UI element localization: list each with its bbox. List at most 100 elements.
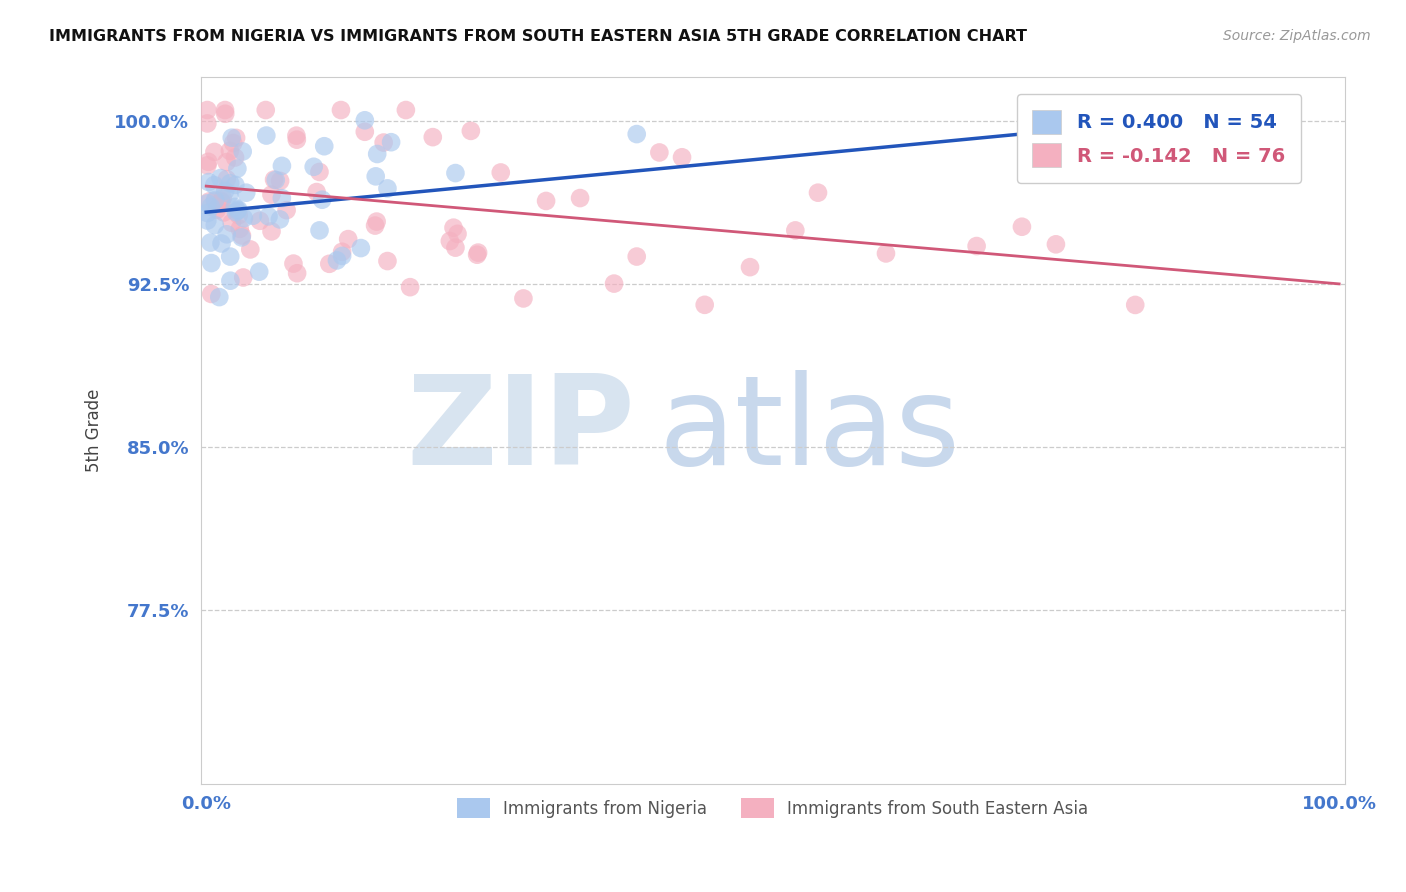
Point: [318, 257, 340, 271]
Point: [254, 128, 277, 143]
Point: [211, 236, 233, 251]
Point: [195, 103, 218, 117]
Point: [305, 185, 328, 199]
Text: ZIP: ZIP: [406, 370, 636, 491]
Point: [247, 265, 270, 279]
Point: [373, 136, 395, 150]
Point: [198, 194, 221, 209]
Point: [285, 128, 308, 143]
Point: [225, 205, 247, 219]
Point: [399, 280, 422, 294]
Point: [444, 166, 467, 180]
Legend: Immigrants from Nigeria, Immigrants from South Eastern Asia: Immigrants from Nigeria, Immigrants from…: [450, 791, 1095, 825]
Point: [232, 145, 254, 159]
Point: [231, 228, 253, 243]
Point: [195, 116, 218, 130]
Point: [219, 176, 242, 190]
Point: [204, 218, 226, 232]
Point: [214, 184, 236, 198]
Point: [626, 127, 648, 141]
Point: [197, 154, 219, 169]
Point: [232, 211, 254, 226]
Point: [205, 202, 228, 217]
Point: [569, 191, 592, 205]
Point: [364, 219, 387, 233]
Point: [204, 194, 226, 209]
Point: [377, 254, 399, 268]
Point: [215, 172, 238, 186]
Y-axis label: 5th Grade: 5th Grade: [86, 389, 103, 472]
Point: [439, 234, 461, 248]
Point: [308, 223, 330, 237]
Point: [221, 216, 243, 230]
Point: [444, 241, 467, 255]
Point: [224, 200, 246, 214]
Point: [269, 212, 291, 227]
Point: [271, 159, 294, 173]
Point: [260, 187, 283, 202]
Point: [467, 245, 489, 260]
Point: [224, 178, 246, 192]
Point: [219, 144, 242, 158]
Point: [195, 213, 218, 227]
Point: [211, 191, 233, 205]
Point: [353, 113, 375, 128]
Point: [314, 139, 336, 153]
Point: [460, 124, 482, 138]
Point: [285, 133, 308, 147]
Point: [446, 227, 468, 241]
Point: [1045, 237, 1067, 252]
Point: [195, 196, 218, 211]
Text: IMMIGRANTS FROM NIGERIA VS IMMIGRANTS FROM SOUTH EASTERN ASIA 5TH GRADE CORRELAT: IMMIGRANTS FROM NIGERIA VS IMMIGRANTS FR…: [49, 29, 1028, 45]
Text: Source: ZipAtlas.com: Source: ZipAtlas.com: [1223, 29, 1371, 44]
Point: [1078, 103, 1101, 117]
Point: [603, 277, 626, 291]
Point: [214, 107, 236, 121]
Point: [219, 250, 242, 264]
Point: [366, 214, 388, 228]
Point: [353, 125, 375, 139]
Point: [350, 241, 373, 255]
Point: [209, 194, 232, 208]
Point: [330, 103, 353, 117]
Point: [239, 243, 262, 257]
Point: [200, 287, 222, 301]
Point: [270, 191, 292, 205]
Point: [222, 136, 245, 150]
Point: [209, 171, 232, 186]
Text: atlas: atlas: [658, 370, 960, 491]
Point: [263, 172, 285, 186]
Point: [260, 224, 283, 238]
Point: [226, 203, 249, 218]
Point: [283, 257, 305, 271]
Point: [242, 209, 264, 223]
Point: [224, 151, 246, 165]
Point: [422, 130, 444, 145]
Point: [330, 249, 353, 263]
Point: [226, 202, 249, 217]
Point: [200, 256, 222, 270]
Point: [534, 194, 557, 208]
Point: [330, 244, 353, 259]
Point: [738, 260, 761, 274]
Point: [264, 173, 287, 187]
Point: [465, 248, 488, 262]
Point: [232, 270, 254, 285]
Point: [197, 175, 219, 189]
Point: [443, 220, 465, 235]
Point: [785, 223, 807, 237]
Point: [626, 250, 648, 264]
Point: [219, 274, 242, 288]
Point: [225, 131, 247, 145]
Point: [364, 169, 387, 184]
Point: [377, 181, 399, 195]
Point: [311, 193, 333, 207]
Point: [1011, 219, 1033, 234]
Point: [214, 103, 236, 117]
Point: [269, 174, 291, 188]
Point: [285, 266, 308, 280]
Point: [380, 135, 402, 149]
Point: [215, 227, 238, 242]
Point: [228, 208, 250, 222]
Point: [302, 160, 325, 174]
